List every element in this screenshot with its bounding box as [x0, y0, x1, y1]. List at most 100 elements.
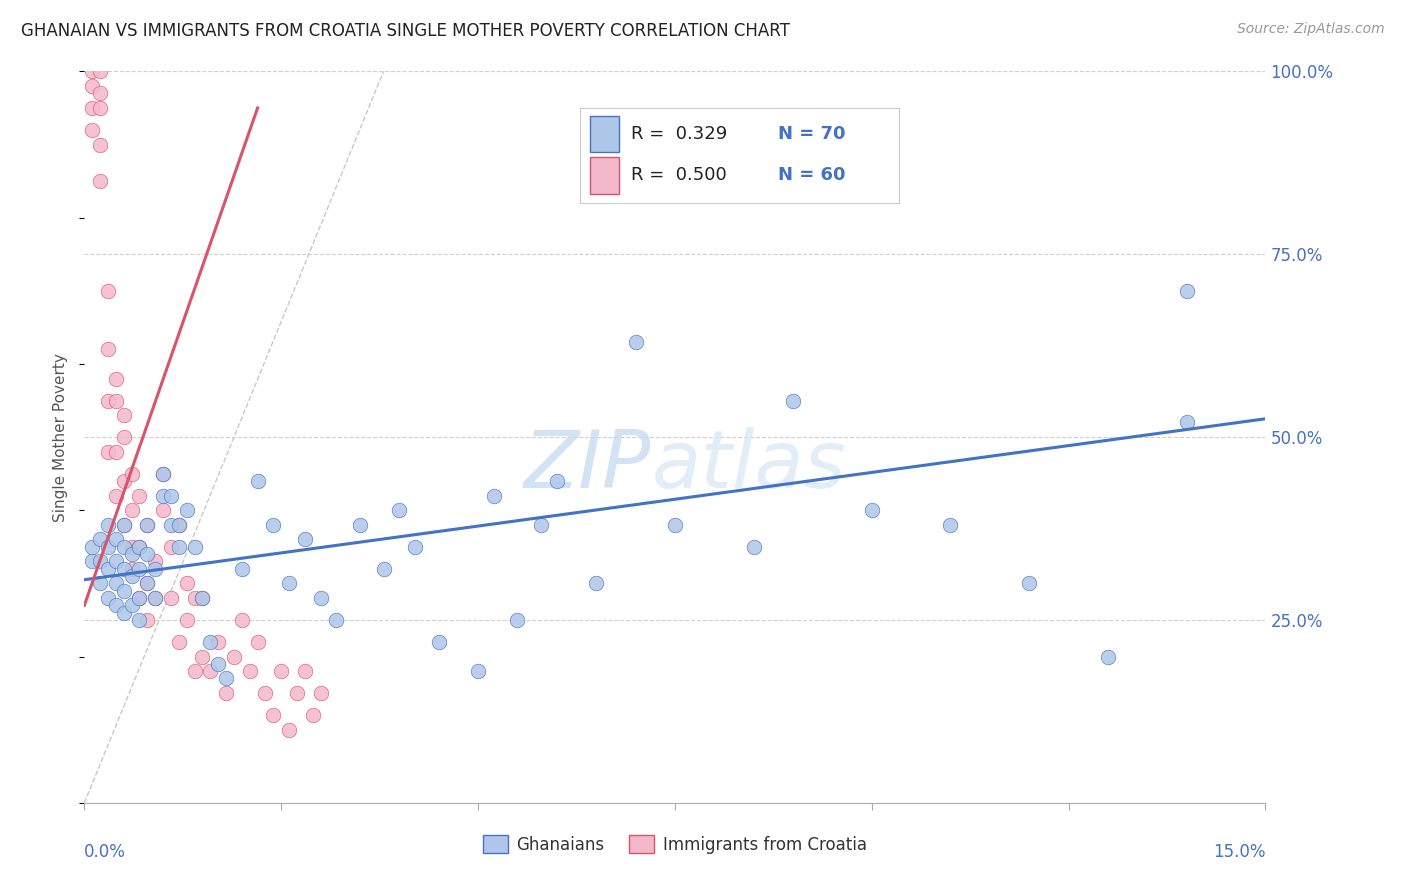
Point	[546, 474, 568, 488]
Point	[128, 540, 150, 554]
Point	[167, 517, 190, 532]
Point	[97, 540, 120, 554]
Point	[262, 708, 284, 723]
Point	[152, 503, 174, 517]
Point	[121, 467, 143, 481]
Point	[200, 664, 222, 678]
Text: 15.0%: 15.0%	[1213, 843, 1265, 861]
Point	[160, 517, 183, 532]
Point	[301, 708, 323, 723]
Point	[89, 137, 111, 152]
Point	[246, 635, 269, 649]
Point	[112, 517, 135, 532]
Point	[231, 562, 253, 576]
Point	[89, 101, 111, 115]
Point	[373, 562, 395, 576]
Point	[97, 517, 120, 532]
Point	[246, 474, 269, 488]
Point	[112, 540, 135, 554]
Point	[97, 562, 120, 576]
Point	[782, 393, 804, 408]
Point	[278, 576, 301, 591]
Point	[104, 576, 127, 591]
Point	[136, 517, 159, 532]
Point	[136, 576, 159, 591]
Point	[82, 78, 104, 93]
Point	[309, 591, 332, 605]
Point	[112, 517, 135, 532]
Point	[89, 64, 111, 78]
Point	[294, 533, 316, 547]
Point	[112, 408, 135, 422]
Text: 0.0%: 0.0%	[84, 843, 127, 861]
Point	[215, 686, 238, 700]
Point	[89, 554, 111, 568]
Point	[82, 123, 104, 137]
Point	[152, 489, 174, 503]
Y-axis label: Single Mother Poverty: Single Mother Poverty	[53, 352, 69, 522]
Point	[97, 393, 120, 408]
Point	[143, 554, 166, 568]
Point	[104, 371, 127, 385]
Point	[128, 540, 150, 554]
Point	[176, 613, 198, 627]
Point	[270, 664, 292, 678]
Point	[97, 444, 120, 458]
Point	[585, 576, 607, 591]
Point	[207, 635, 229, 649]
Point	[388, 503, 411, 517]
Point	[183, 540, 205, 554]
Point	[1018, 576, 1040, 591]
Point	[191, 591, 214, 605]
Point	[231, 613, 253, 627]
Point	[349, 517, 371, 532]
Point	[82, 101, 104, 115]
Point	[104, 393, 127, 408]
Point	[121, 562, 143, 576]
Point	[121, 503, 143, 517]
Point	[183, 664, 205, 678]
Point	[1097, 649, 1119, 664]
Point	[82, 554, 104, 568]
Point	[624, 334, 647, 349]
Point	[160, 591, 183, 605]
Point	[136, 576, 159, 591]
Point	[530, 517, 553, 532]
Point	[160, 489, 183, 503]
Point	[482, 489, 505, 503]
Point	[143, 591, 166, 605]
Point	[121, 540, 143, 554]
Point	[294, 664, 316, 678]
Point	[176, 503, 198, 517]
Point	[176, 576, 198, 591]
Point	[128, 613, 150, 627]
Point	[152, 467, 174, 481]
Point	[278, 723, 301, 737]
Point	[112, 562, 135, 576]
Point	[404, 540, 426, 554]
Point	[167, 540, 190, 554]
Point	[1175, 416, 1198, 430]
Point	[97, 284, 120, 298]
Point	[104, 599, 127, 613]
Point	[112, 430, 135, 444]
Point	[939, 517, 962, 532]
Point	[1175, 284, 1198, 298]
Point	[89, 87, 111, 101]
Point	[262, 517, 284, 532]
Point	[128, 562, 150, 576]
Point	[467, 664, 489, 678]
Point	[860, 503, 883, 517]
Point	[121, 569, 143, 583]
Point	[104, 444, 127, 458]
Point	[82, 540, 104, 554]
Point	[136, 613, 159, 627]
Point	[128, 591, 150, 605]
Point	[112, 474, 135, 488]
Point	[239, 664, 262, 678]
Point	[160, 540, 183, 554]
Point	[128, 489, 150, 503]
Legend: Ghanaians, Immigrants from Croatia: Ghanaians, Immigrants from Croatia	[477, 829, 873, 860]
Point	[112, 606, 135, 620]
Point	[89, 174, 111, 188]
